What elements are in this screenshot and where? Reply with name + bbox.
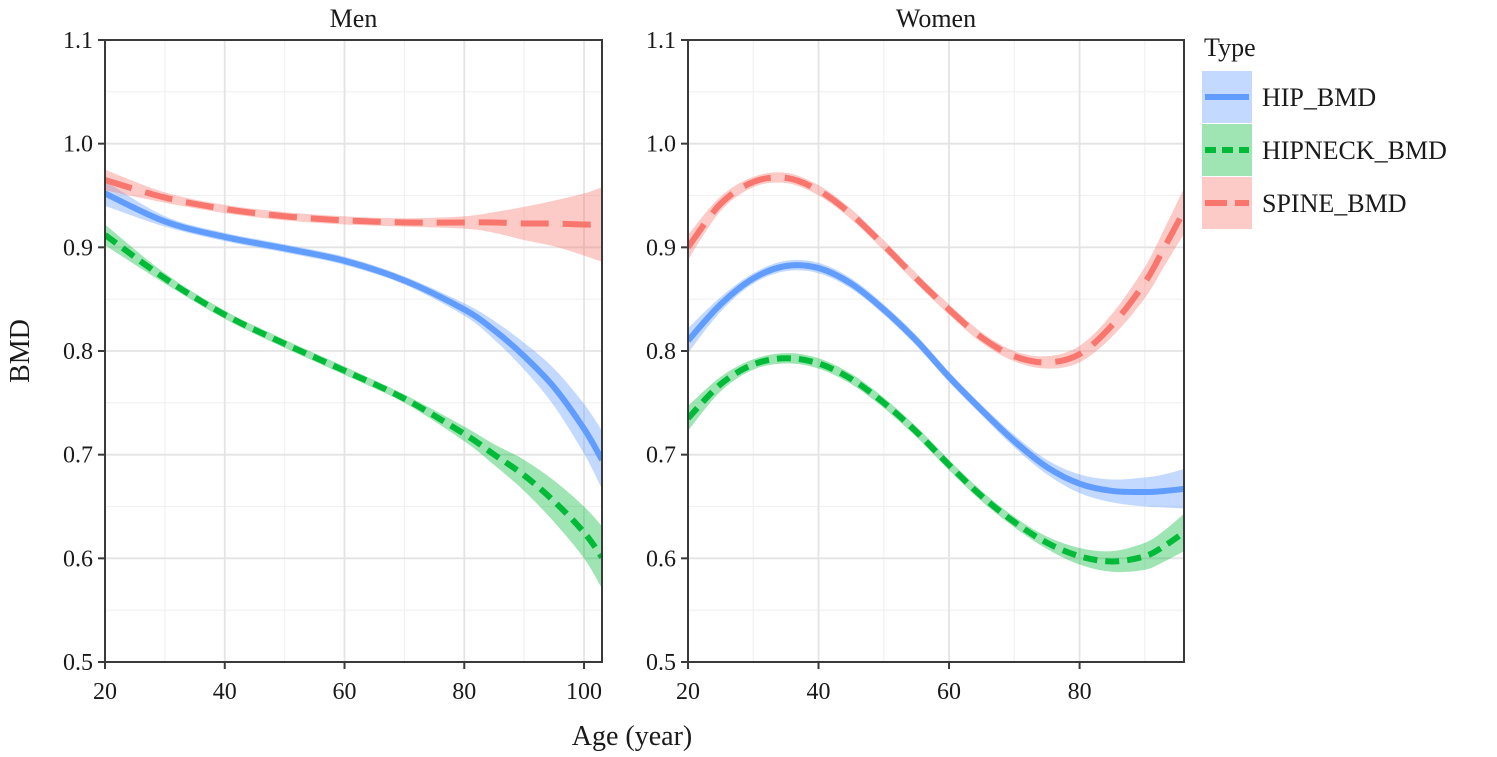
ci-band-hipneck-bmd <box>105 224 602 589</box>
y-tick-label: 0.5 <box>63 650 93 676</box>
y-tick-label: 0.6 <box>646 546 676 572</box>
y-tick-label: 0.9 <box>646 235 676 261</box>
x-tick-label: 80 <box>1068 679 1092 705</box>
y-tick-label: 0.8 <box>63 339 93 365</box>
legend-item-spine-bmd: SPINE_BMD <box>1202 177 1406 229</box>
y-tick-label: 0.6 <box>63 546 93 572</box>
y-tick-label: 0.8 <box>646 339 676 365</box>
y-tick-label: 1.0 <box>646 132 676 158</box>
x-axis-title: Age (year) <box>572 721 692 752</box>
y-tick-label: 1.1 <box>646 28 676 54</box>
ci-band-hipneck-bmd <box>688 353 1184 573</box>
series-line-spine-bmd <box>688 174 1184 366</box>
x-tick-label: 20 <box>676 679 700 705</box>
x-tick-label: 100 <box>566 679 602 705</box>
panel-title: Women <box>896 4 976 33</box>
y-tick-label: 1.1 <box>63 28 93 54</box>
y-tick-label: 0.7 <box>646 443 676 469</box>
y-tick-label: 0.5 <box>646 650 676 676</box>
ci-band-spine-bmd <box>105 169 602 262</box>
legend-item-hip-bmd: HIP_BMD <box>1202 71 1376 123</box>
legend-label: HIP_BMD <box>1262 83 1376 112</box>
x-tick-label: 60 <box>333 679 357 705</box>
panel-men: Men 0.5 0.6 0.7 0.8 0.9 1.0 1.1 20 40 60 80 100 <box>63 4 603 705</box>
panel-women: Women 0.5 0.6 0.7 0.8 0.9 1.0 1.1 20 40 60 80 <box>646 4 1185 705</box>
legend-label: SPINE_BMD <box>1262 189 1406 218</box>
x-tick-label: 40 <box>807 679 831 705</box>
legend-item-hipneck-bmd: HIPNECK_BMD <box>1202 124 1447 176</box>
y-tick-label: 1.0 <box>63 132 93 158</box>
x-tick-label: 40 <box>213 679 237 705</box>
series-line-hipneck-bmd <box>688 355 1184 565</box>
panel-title: Men <box>330 4 378 33</box>
legend-title: Type <box>1204 33 1256 62</box>
x-tick-label: 20 <box>93 679 117 705</box>
x-tick-label: 80 <box>452 679 476 705</box>
series-line-hip-bmd <box>105 190 602 462</box>
series-line-hipneck-bmd <box>105 232 602 560</box>
x-tick-label: 60 <box>937 679 961 705</box>
y-tick-label: 0.9 <box>63 235 93 261</box>
panel-data <box>105 169 602 589</box>
ci-band-hip-bmd <box>688 259 1184 509</box>
panel-data <box>688 172 1184 573</box>
y-tick-label: 0.7 <box>63 443 93 469</box>
ci-band-spine-bmd <box>688 172 1184 369</box>
y-axis-title: BMD <box>5 319 36 383</box>
series-line-hip-bmd <box>688 262 1184 496</box>
legend-label: HIPNECK_BMD <box>1262 136 1447 165</box>
